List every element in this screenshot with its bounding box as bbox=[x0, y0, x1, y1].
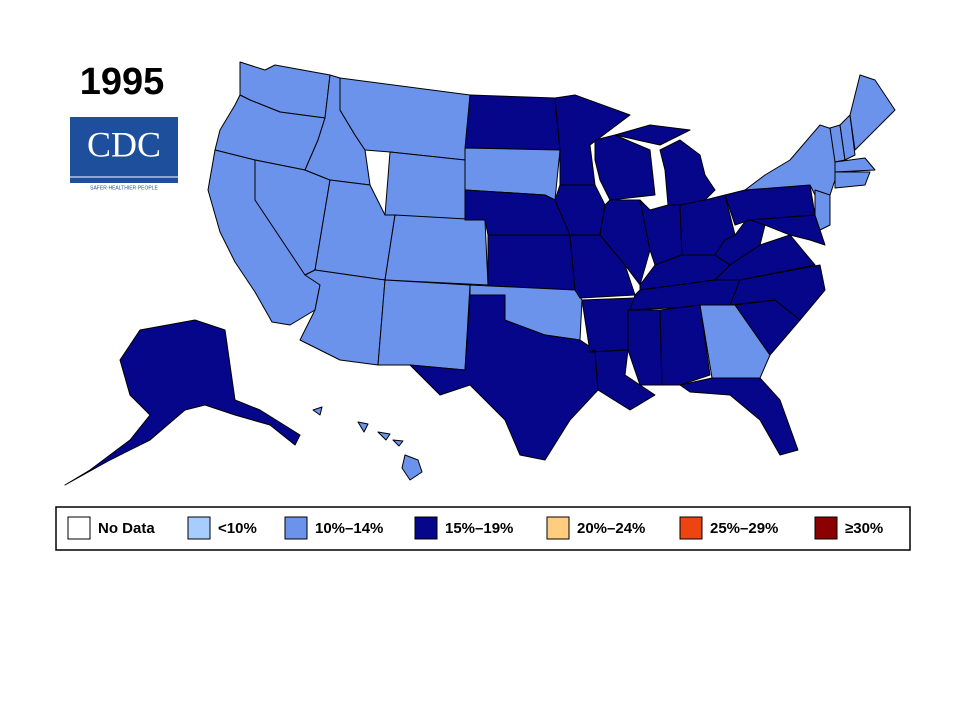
logo-tagline: SAFER·HEALTHIER·PEOPLE bbox=[90, 185, 158, 191]
legend-label: ≥30% bbox=[845, 520, 883, 537]
state bbox=[614, 124, 691, 146]
legend-swatch bbox=[187, 516, 211, 540]
legend-label: 25%–29% bbox=[710, 520, 778, 537]
state bbox=[464, 94, 561, 151]
state bbox=[384, 151, 466, 221]
year-title: 1995 bbox=[80, 61, 165, 103]
state bbox=[357, 421, 369, 433]
logo-text: CDC bbox=[87, 124, 161, 164]
state bbox=[314, 179, 396, 281]
state bbox=[487, 234, 576, 291]
legend-label: 20%–24% bbox=[577, 520, 645, 537]
state bbox=[581, 297, 636, 353]
state bbox=[627, 309, 663, 386]
state bbox=[401, 454, 423, 481]
state bbox=[377, 431, 391, 441]
state bbox=[699, 304, 771, 379]
state bbox=[834, 157, 876, 173]
legend-swatch bbox=[814, 516, 838, 540]
state bbox=[659, 304, 711, 386]
state bbox=[679, 377, 799, 456]
state bbox=[599, 199, 651, 286]
state bbox=[589, 349, 656, 411]
state bbox=[554, 94, 631, 186]
legend-swatch bbox=[679, 516, 703, 540]
state bbox=[834, 171, 871, 189]
legend-swatch bbox=[414, 516, 438, 540]
legend-swatch bbox=[546, 516, 570, 540]
state bbox=[814, 189, 831, 231]
legend: No Data <10% 10%–14% 15%–19% 20%–24% 25%–29% ≥… bbox=[67, 516, 883, 540]
state bbox=[714, 214, 766, 266]
states bbox=[64, 61, 896, 486]
cdc-logo bbox=[70, 117, 178, 183]
state bbox=[849, 74, 896, 151]
state bbox=[384, 214, 489, 286]
state bbox=[659, 139, 716, 206]
legend-swatch bbox=[67, 516, 91, 540]
legend-label: 15%–19% bbox=[445, 520, 513, 537]
state bbox=[64, 319, 301, 486]
legend-label: No Data bbox=[98, 520, 155, 537]
legend-label: 10%–14% bbox=[315, 520, 383, 537]
state bbox=[312, 406, 323, 416]
legend-swatch bbox=[284, 516, 308, 540]
state bbox=[392, 439, 404, 447]
legend-label: <10% bbox=[218, 520, 257, 537]
state bbox=[377, 279, 471, 371]
state bbox=[594, 134, 656, 201]
state bbox=[409, 294, 599, 461]
